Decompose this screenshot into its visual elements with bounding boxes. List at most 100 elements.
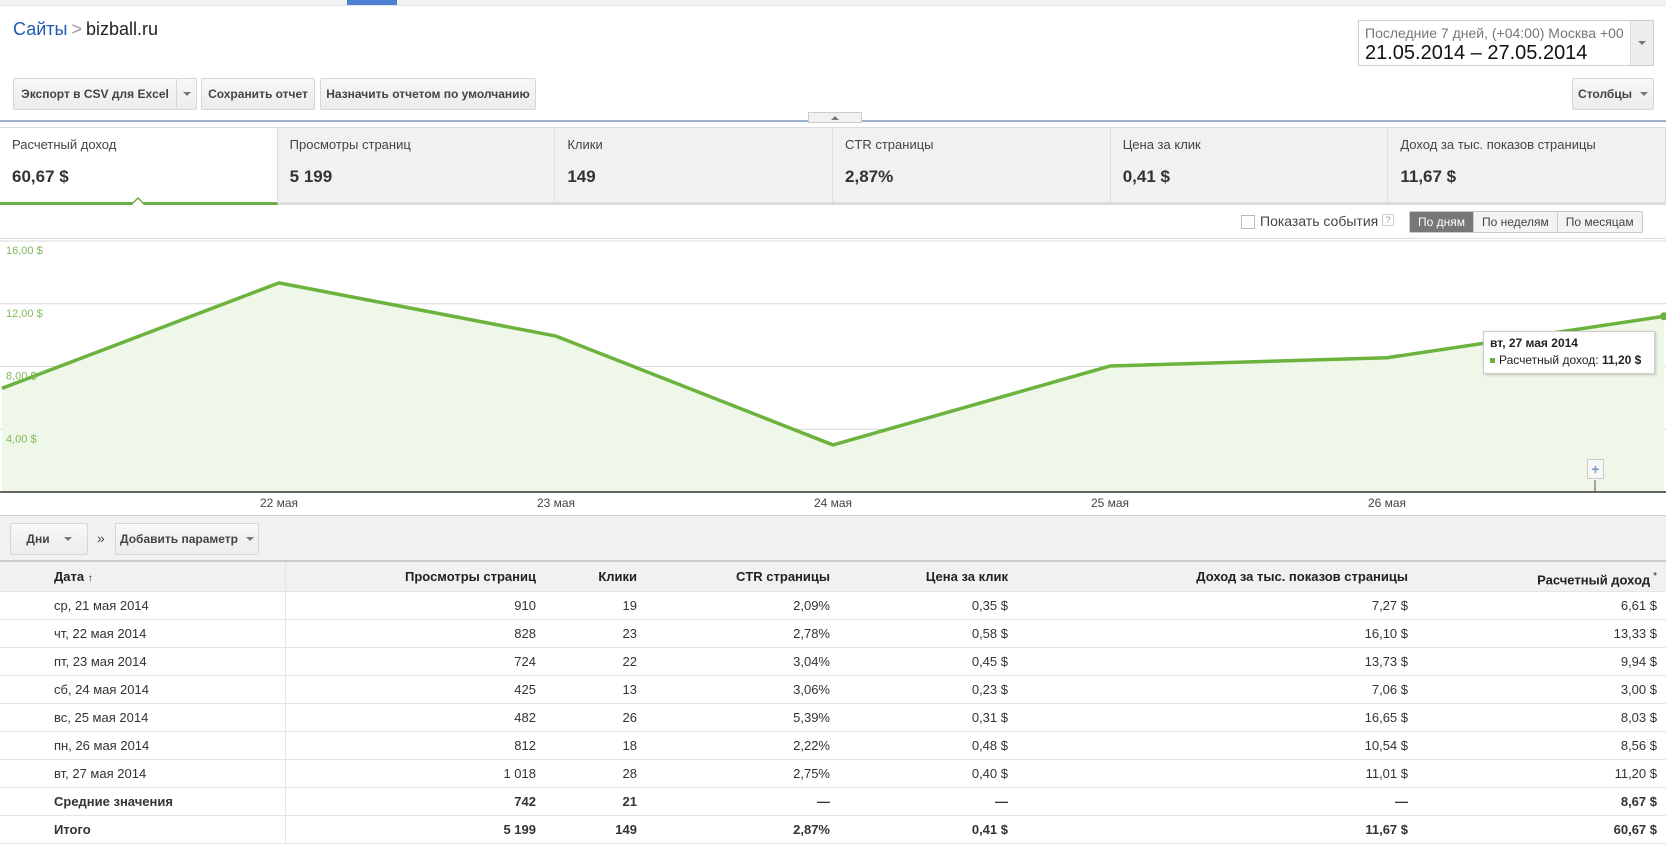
cell-text: 0,35 $ [971,598,1008,613]
cell-text: 16,65 $ [1364,710,1408,725]
metric-tile[interactable]: Доход за тыс. показов страницы 11,67 $ [1388,128,1666,205]
column-header[interactable]: Просмотры страниц [405,562,536,592]
granularity-day[interactable]: По дням [1410,212,1474,232]
breadcrumb-sites-link[interactable]: Сайты [13,19,68,39]
cell-text: 8,56 $ [1620,738,1657,753]
metric-value: 60,67 $ [12,167,69,186]
table-cell: пн, 26 мая 2014 [54,732,149,760]
help-icon[interactable]: ? [1382,214,1394,226]
cell-text: 828 [514,626,536,641]
cell-text: 5 199 [503,822,536,837]
show-events-checkbox[interactable] [1241,215,1255,229]
metric-tile[interactable]: Просмотры страниц 5 199 [277,128,556,205]
metric-value: 0,41 $ [1122,167,1170,186]
cell-text: 13,33 $ [1613,626,1657,641]
column-header[interactable]: Доход за тыс. показов страницы [1196,562,1408,592]
top-strip [0,0,1666,6]
cell-text: ср, 21 мая 2014 [54,598,149,613]
dimension-days-label: Дни [26,532,50,546]
table-row: сб, 24 мая 2014 425 13 3,06% 0,23 $ 7,06 $ 3,0… [0,676,1666,704]
table-cell: 7,06 $ [1372,676,1408,704]
table-cell: 11,01 $ [1366,760,1408,788]
cell-text: 13 [622,682,637,697]
metric-value: 149 [567,167,596,186]
table-cell: 910 [514,592,536,620]
cell-text: 0,48 $ [971,738,1008,753]
export-dropdown-button[interactable] [176,78,197,110]
table-cell: 26 [623,704,637,732]
breadcrumb-current: bizball.ru [85,19,159,39]
x-tick-label: 25 мая [1090,496,1130,510]
table-row: пн, 26 мая 2014 812 18 2,22% 0,48 $ 10,54 $ 8,… [0,732,1666,760]
table-cell: 2,75% [793,760,830,788]
column-header[interactable]: Клики [598,562,637,592]
table-cell: 22 [623,648,637,676]
collapse-toggle[interactable] [808,112,862,123]
table-cell: 5,39% [793,704,830,732]
granularity-week[interactable]: По неделям [1473,212,1557,232]
metric-tile[interactable]: CTR страницы 2,87% [833,128,1111,205]
column-divider [285,620,286,647]
sort-asc-icon[interactable]: ↑ [87,573,93,584]
table-cell: 2,78% [793,620,830,648]
metric-label: Клики [567,137,603,152]
table-cell: 0,23 $ [972,676,1008,704]
dimension-bar [0,515,1666,560]
cell-text: — [995,794,1008,809]
cell-text: 0,58 $ [971,626,1008,641]
columns-button[interactable]: Столбцы [1572,78,1654,110]
cell-text: 22 [622,654,637,669]
cell-text: 16,10 $ [1364,626,1408,641]
table-cell: 16,10 $ [1365,620,1408,648]
cell-text: — [1395,794,1408,809]
granularity-month[interactable]: По месяцам [1556,212,1642,232]
cell-text: 0,41 $ [971,822,1008,837]
cell-text: 9,94 $ [1620,654,1657,669]
export-csv-button[interactable]: Экспорт в CSV для Excel [13,78,177,110]
date-range-dropdown-button[interactable] [1630,21,1653,65]
table-cell: 8,56 $ [1621,732,1657,760]
cell-text: 7,27 $ [1371,598,1408,613]
legend-square-icon [1490,358,1495,364]
add-dimension-dropdown[interactable]: Добавить параметр [115,523,259,555]
table-cell: 482 [514,704,536,732]
cell-text: Дата [54,569,85,584]
table-cell: чт, 22 мая 2014 [54,620,146,648]
metric-label: Цена за клик [1122,137,1201,152]
column-header[interactable]: Дата ↑ [54,562,93,594]
column-header[interactable]: Цена за клик [926,562,1008,592]
dimension-days-dropdown[interactable]: Дни [10,523,88,555]
x-tick-label: 24 мая [813,496,853,510]
column-divider [285,816,286,843]
metric-label: Расчетный доход [12,137,117,152]
table-cell: 18 [623,732,637,760]
add-annotation-plus-icon[interactable]: + [1587,459,1604,479]
cell-text: 910 [514,598,536,613]
cell-text: Просмотры страниц [405,569,536,584]
date-range-value: 21.05.2014 – 27.05.2014 [1365,42,1588,64]
cell-text: 13,73 $ [1364,654,1408,669]
table-cell: 11,20 $ [1615,760,1657,788]
table-cell: 0,35 $ [972,592,1008,620]
column-header[interactable]: CTR страницы [736,562,830,592]
table-cell: Средние значения [54,788,173,816]
show-events-label: Показать события [1260,213,1379,229]
table-row: вс, 25 мая 2014 482 26 5,39% 0,31 $ 16,65 $ 8,… [0,704,1666,732]
table-cell: 0,31 $ [972,704,1008,732]
metric-tile[interactable]: Клики 149 [555,128,834,205]
table-cell: 3,06% [793,676,830,704]
cell-text: Итого [54,822,91,837]
metric-tile[interactable]: Расчетный доход 60,67 $ [0,128,278,205]
report-table: Дата ↑ Просмотры страниц Клики CTR страницы… [0,560,1666,844]
metric-label: CTR страницы [845,137,934,152]
table-cell: ср, 21 мая 2014 [54,592,149,620]
table-cell: 13 [623,676,637,704]
column-header[interactable]: Расчетный доход * [1537,562,1657,595]
date-range-picker[interactable]: Последние 7 дней, (+04:00) Москва +00 21… [1358,20,1654,66]
cell-text: — [817,794,830,809]
set-default-report-button[interactable]: Назначить отчетом по умолчанию [320,78,536,110]
table-cell: 16,65 $ [1365,704,1408,732]
table-cell: 6,61 $ [1621,592,1657,620]
metric-tile[interactable]: Цена за клик 0,41 $ [1110,128,1389,205]
save-report-button[interactable]: Сохранить отчет [201,78,315,110]
